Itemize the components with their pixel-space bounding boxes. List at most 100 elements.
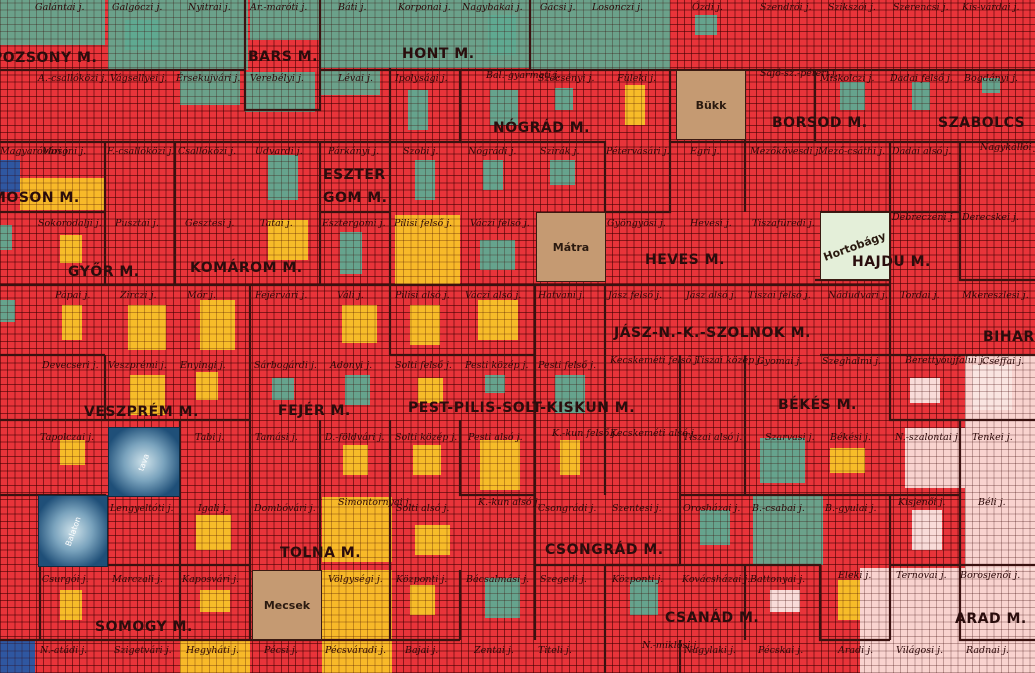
district-label: Igali j.: [198, 503, 229, 514]
district-label: Galgóczi j.: [112, 2, 163, 13]
district-label: Hevesi j.: [690, 218, 732, 229]
district-label: Csongrádi j.: [538, 503, 597, 514]
district-label: Ipolysági j.: [395, 73, 448, 84]
green-patch: [0, 0, 105, 45]
district-label: Tiszai felső j.: [748, 290, 811, 301]
yellow-square: [60, 440, 85, 465]
county-label-tolna: TOLNA M.: [280, 545, 362, 561]
pink-square: [910, 378, 940, 403]
district-label: K.-kun felső j.: [552, 428, 619, 439]
district-label: Verebélyi j.: [250, 73, 304, 84]
county-label-hont: HONT M.: [402, 46, 475, 62]
yellow-square: [62, 305, 82, 340]
district-label: Eleki j.: [838, 570, 872, 581]
district-label: Gesztesi j.: [185, 218, 235, 229]
yellow-square: [410, 305, 440, 345]
district-label: F.-csallóközi j.: [107, 146, 175, 157]
pink-square: [972, 365, 1012, 410]
pink-square: [770, 590, 800, 612]
district-label: Dadai alsó j.: [892, 146, 952, 157]
green-square: [268, 155, 298, 200]
forest-mecsek: Mecsek: [252, 570, 322, 640]
district-label: Korponai j.: [398, 2, 451, 13]
district-label: B.-csabai j.: [752, 503, 805, 514]
yellow-square: [830, 448, 865, 473]
district-label: Váczi felső j.: [470, 218, 530, 229]
green-square: [480, 240, 515, 270]
district-label: Enyingi j.: [180, 360, 226, 371]
green-patch: [250, 0, 320, 40]
district-label: Pápai j.: [55, 290, 91, 301]
district-label: Gácsi j.: [540, 2, 576, 13]
district-label: Sárbogárdi j.: [254, 360, 317, 371]
district-label: Zentai j.: [474, 645, 514, 656]
district-label: Békési j.: [830, 432, 871, 443]
district-label: Völgységi j.: [328, 574, 383, 585]
yellow-square: [342, 305, 377, 343]
county-label-veszprem: VESZPRÉM M.: [84, 404, 199, 420]
district-label: Bajai j.: [405, 645, 439, 656]
green-square: [490, 90, 518, 125]
district-label: Miskolczi j.: [820, 73, 875, 84]
green-square: [488, 15, 516, 55]
yellow-square: [413, 445, 441, 475]
yellow-square: [196, 372, 218, 400]
district-label: Tatai j.: [260, 218, 293, 229]
district-label: Füleki j.: [617, 73, 657, 84]
green-square: [408, 90, 428, 130]
yellow-patch: [322, 497, 392, 562]
district-label: Bogdányi j.: [964, 73, 1019, 84]
district-label: N.-atádi j.: [40, 645, 88, 656]
green-square: [272, 378, 294, 400]
county-label-heves: HEVES M.: [645, 252, 725, 268]
district-label: Esztergomi j.: [322, 218, 386, 229]
yellow-patch: [322, 570, 392, 673]
green-square: [125, 20, 160, 50]
district-label: Kaposvári j.: [182, 574, 240, 585]
county-label-pest: PEST-PILIS-SOLT-KISKUN M.: [408, 400, 636, 416]
county-label-arad: ARAD M.: [955, 611, 1027, 627]
yellow-square: [478, 300, 518, 340]
county-label-hajdu: HAJDU M.: [852, 254, 931, 270]
green-patch: [245, 72, 315, 112]
county-label-esztergom-1: ESZTER: [323, 167, 386, 183]
district-label: Pesti felső j.: [538, 360, 597, 371]
district-label: Nagykállói j.: [980, 142, 1035, 153]
district-label: Tenkei j.: [972, 432, 1013, 443]
lake-balaton: Balaton: [38, 495, 108, 567]
district-label: Radnai j.: [966, 645, 1009, 656]
district-label: Csallóközi j.: [178, 146, 237, 157]
district-label: Pilisi felső j.: [394, 218, 453, 229]
district-label: Pesti közép j.: [465, 360, 529, 371]
yellow-square: [196, 515, 231, 550]
district-label: Udvardi j.: [255, 146, 303, 157]
district-label: Solti alsó j.: [396, 503, 450, 514]
green-square: [982, 78, 1000, 93]
district-label: Ternovai j.: [896, 570, 947, 581]
yellow-square: [410, 585, 435, 615]
yellow-square: [418, 378, 443, 403]
yellow-square: [60, 590, 82, 620]
district-label: Veszprémi j.: [108, 360, 167, 371]
county-label-moson: MOSON M.: [0, 190, 80, 206]
district-label: Nádudvari j.: [828, 290, 888, 301]
green-square: [695, 15, 717, 35]
yellow-square: [200, 300, 235, 350]
district-label: Mór j.: [187, 290, 216, 301]
district-label: Váczi alsó j.: [465, 290, 522, 301]
yellow-square: [415, 525, 450, 555]
yellow-square: [268, 220, 308, 260]
district-label: Bal.-gyarmati j.: [486, 70, 561, 81]
yellow-square: [560, 440, 580, 475]
district-label: Szeghalmi j.: [822, 356, 882, 367]
district-label: D.-földvári j.: [325, 432, 385, 443]
yellow-patch: [180, 640, 250, 673]
district-label: Aradi j.: [838, 645, 874, 656]
green-square: [912, 82, 930, 110]
district-label: Dombóvári j.: [254, 503, 316, 514]
district-label: Nyitrai j.: [188, 2, 231, 13]
district-label: Adonyi j.: [330, 360, 373, 371]
county-label-szabolcs: SZABOLCS: [938, 115, 1026, 131]
county-label-csanad: CSANÁD M.: [665, 610, 760, 626]
